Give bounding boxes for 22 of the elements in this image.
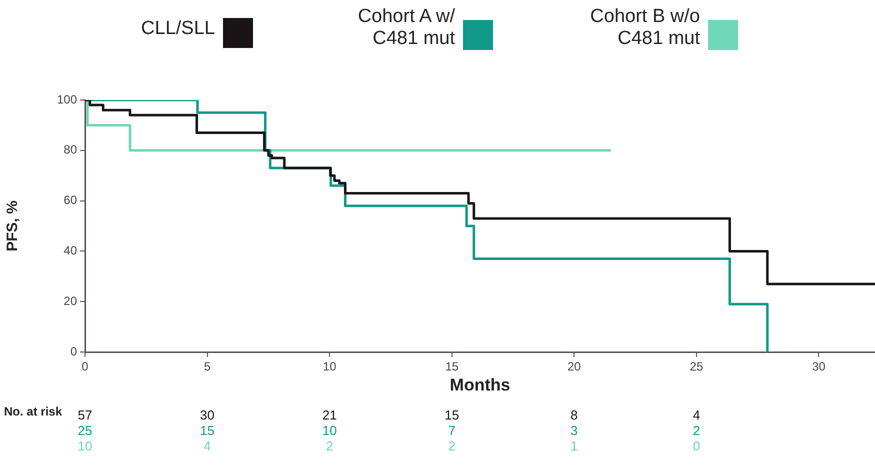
- y-tick-label: 40: [64, 244, 78, 258]
- y-tick-label: 20: [64, 294, 78, 308]
- legend-label: CLL/SLL: [141, 18, 215, 40]
- legend-label: Cohort B w/o C481 mut: [589, 6, 700, 50]
- x-tick-label: 10: [322, 360, 337, 374]
- text: 57 30 21 15 8 4: [78, 408, 700, 423]
- x-tick-label: 0: [82, 360, 89, 374]
- x-axis-title: Months: [450, 375, 510, 394]
- text: 10 4 2 2 1 0: [78, 438, 700, 454]
- text: No. at risk: [4, 404, 62, 418]
- text: 25 15 10 7 3 2: [78, 423, 700, 438]
- y-tick-label: 0: [70, 344, 78, 358]
- y-tick-label: 100: [56, 92, 78, 106]
- x-tick-label: 25: [690, 360, 704, 374]
- legend-label: Cohort A w/ C481 mut: [356, 6, 455, 50]
- y-axis-title: PFS, %: [4, 200, 22, 252]
- y-tick-label: 60: [64, 193, 78, 208]
- x-tick-label: 5: [204, 360, 211, 374]
- x-tick-label: 20: [567, 360, 582, 374]
- x-tick-label: 15: [445, 360, 459, 374]
- x-tick-label: 30: [812, 360, 826, 374]
- y-tick-label: 80: [64, 142, 78, 157]
